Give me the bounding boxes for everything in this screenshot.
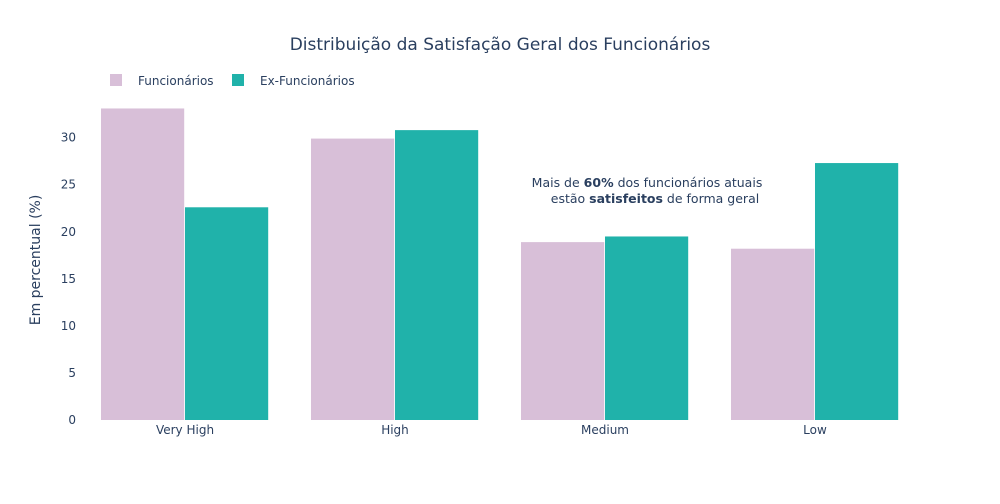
y-tick-label: 0 bbox=[68, 413, 76, 427]
annotation-line-1: Mais de 60% dos funcionários atuais bbox=[532, 175, 763, 190]
bar-funcion-rios-low[interactable] bbox=[731, 248, 815, 420]
bar-ex-funcion-rios-medium[interactable] bbox=[605, 236, 689, 420]
annotation-line-2-bold: satisfeitos bbox=[589, 191, 663, 206]
y-axis-ticks: 0 5 10 15 20 25 30 bbox=[61, 131, 76, 427]
bar-funcion-rios-very-high[interactable] bbox=[101, 108, 185, 420]
y-tick-label: 15 bbox=[61, 272, 76, 286]
legend-swatch bbox=[110, 74, 122, 86]
legend-item-funcion-rios[interactable]: Funcionários bbox=[110, 74, 214, 88]
bar-funcion-rios-medium[interactable] bbox=[521, 242, 605, 420]
y-tick-label: 5 bbox=[68, 366, 76, 380]
x-tick-label: Medium bbox=[581, 423, 629, 437]
annotation-line-1-post: dos funcionários atuais bbox=[614, 175, 763, 190]
annotation-line-1-bold: 60% bbox=[584, 175, 614, 190]
y-tick-label: 30 bbox=[61, 131, 76, 145]
bar-funcion-rios-high[interactable] bbox=[311, 138, 395, 420]
y-tick-label: 10 bbox=[61, 319, 76, 333]
legend-swatch bbox=[232, 74, 244, 86]
y-tick-label: 20 bbox=[61, 225, 76, 239]
x-axis-ticks: Very High High Medium Low bbox=[156, 423, 827, 437]
x-tick-label: Low bbox=[803, 423, 827, 437]
x-tick-label: Very High bbox=[156, 423, 214, 437]
bar-ex-funcion-rios-very-high[interactable] bbox=[185, 207, 269, 420]
chart-title: Distribuição da Satisfação Geral dos Fun… bbox=[290, 35, 711, 55]
bar-ex-funcion-rios-low[interactable] bbox=[815, 163, 899, 420]
legend-label: Funcionários bbox=[138, 74, 214, 88]
legend-label: Ex-Funcionários bbox=[260, 74, 355, 88]
annotation-line-2: estão satisfeitos de forma geral bbox=[551, 191, 759, 206]
y-tick-label: 25 bbox=[61, 178, 76, 192]
y-axis-label: Em percentual (%) bbox=[28, 195, 44, 326]
bars bbox=[101, 108, 899, 420]
legend[interactable]: Funcionários Ex-Funcionários bbox=[110, 74, 355, 88]
annotation-line-1-pre: Mais de bbox=[532, 175, 584, 190]
annotation-line-2-pre: estão bbox=[551, 191, 589, 206]
x-tick-label: High bbox=[381, 423, 409, 437]
legend-item-ex-funcion-rios[interactable]: Ex-Funcionários bbox=[232, 74, 355, 88]
annotation-line-2-post: de forma geral bbox=[663, 191, 759, 206]
bar-ex-funcion-rios-high[interactable] bbox=[395, 130, 479, 420]
